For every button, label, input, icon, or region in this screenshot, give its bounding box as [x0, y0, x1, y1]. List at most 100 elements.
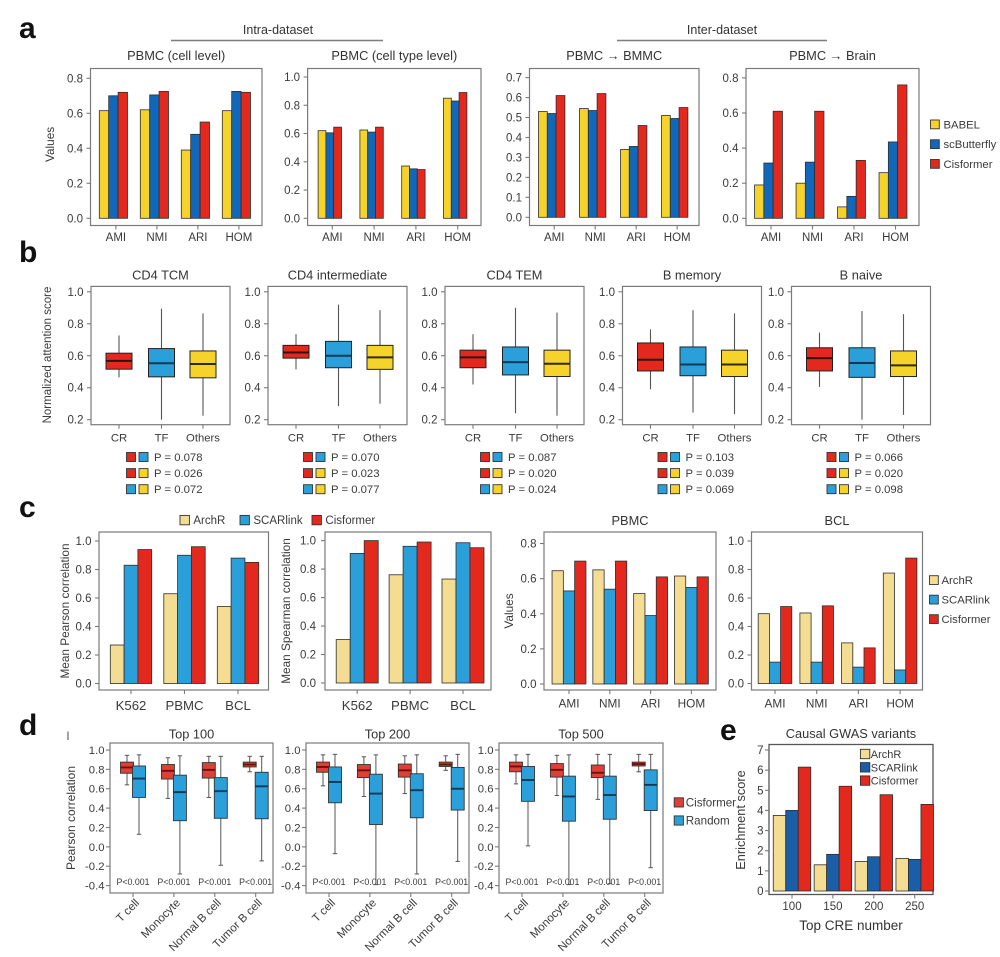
svg-text:AMI: AMI	[322, 232, 342, 244]
svg-text:-0.4: -0.4	[281, 881, 300, 893]
svg-text:CD4 intermediate: CD4 intermediate	[288, 268, 388, 283]
svg-text:0.0: 0.0	[723, 213, 739, 225]
svg-text:P<0.001: P<0.001	[587, 877, 620, 887]
svg-text:P = 0.072: P = 0.072	[154, 484, 202, 496]
svg-text:0.2: 0.2	[300, 650, 316, 662]
svg-text:P<0.001: P<0.001	[312, 877, 345, 887]
svg-text:1.0: 1.0	[285, 745, 301, 757]
svg-text:0.6: 0.6	[67, 108, 83, 120]
svg-text:Mean Pearson correlation: Mean Pearson correlation	[58, 543, 72, 678]
svg-text:Cisformer: Cisformer	[325, 515, 375, 527]
svg-text:-0.2: -0.2	[474, 861, 493, 873]
svg-text:0.6: 0.6	[768, 351, 784, 363]
svg-text:P<0.001: P<0.001	[353, 877, 386, 887]
svg-text:T cell: T cell	[503, 897, 531, 925]
svg-text:0.6: 0.6	[76, 593, 92, 605]
svg-text:0: 0	[757, 886, 763, 898]
svg-text:CD4 TEM: CD4 TEM	[487, 268, 543, 283]
svg-text:3: 3	[757, 826, 763, 838]
svg-text:PBMC: PBMC	[612, 513, 649, 528]
svg-text:P<0.001: P<0.001	[157, 877, 190, 887]
svg-text:0.4: 0.4	[506, 133, 523, 145]
svg-text:CR: CR	[642, 433, 658, 445]
svg-text:1.0: 1.0	[599, 287, 615, 299]
svg-text:NMI: NMI	[146, 232, 167, 244]
svg-text:0.8: 0.8	[285, 764, 301, 776]
svg-text:Random: Random	[686, 815, 730, 828]
svg-text:0.2: 0.2	[723, 178, 739, 190]
svg-text:-0.2: -0.2	[85, 861, 104, 873]
svg-text:CR: CR	[465, 433, 481, 445]
svg-text:0.6: 0.6	[521, 574, 537, 586]
svg-text:AMI: AMI	[544, 232, 564, 244]
svg-text:SCARlink: SCARlink	[942, 595, 991, 607]
svg-text:ARI: ARI	[188, 232, 207, 244]
svg-text:0.1: 0.1	[506, 192, 522, 204]
svg-text:P = 0.026: P = 0.026	[154, 468, 202, 480]
svg-text:1.0: 1.0	[768, 287, 784, 299]
svg-text:0.2: 0.2	[285, 823, 301, 835]
svg-text:2: 2	[757, 846, 763, 858]
svg-text:0.4: 0.4	[89, 803, 105, 815]
svg-text:P = 0.023: P = 0.023	[331, 468, 379, 480]
svg-text:P<0.001: P<0.001	[198, 877, 231, 887]
svg-text:PBMC (cell type level): PBMC (cell type level)	[331, 48, 457, 63]
svg-text:0.4: 0.4	[599, 383, 616, 395]
svg-text:a: a	[19, 12, 36, 45]
svg-text:100: 100	[782, 901, 801, 913]
svg-text:0.0: 0.0	[76, 679, 92, 691]
svg-text:TF: TF	[155, 433, 169, 445]
svg-text:0.4: 0.4	[521, 609, 538, 621]
svg-text:Others: Others	[718, 433, 752, 445]
svg-text:BABEL: BABEL	[944, 119, 980, 131]
svg-text:Others: Others	[186, 433, 220, 445]
svg-text:0.8: 0.8	[422, 319, 438, 331]
svg-text:K562: K562	[116, 698, 147, 713]
svg-text:B memory: B memory	[663, 268, 722, 283]
svg-text:NMI: NMI	[585, 232, 606, 244]
svg-text:PBMC (cell level): PBMC (cell level)	[127, 48, 225, 63]
svg-text:0.6: 0.6	[245, 351, 261, 363]
svg-text:0.8: 0.8	[76, 565, 92, 577]
svg-text:0.4: 0.4	[728, 622, 745, 634]
svg-text:P = 0.020: P = 0.020	[855, 468, 903, 480]
svg-text:BCL: BCL	[450, 698, 476, 713]
svg-text:4: 4	[757, 805, 764, 817]
svg-text:0.6: 0.6	[422, 351, 438, 363]
svg-text:1.0: 1.0	[728, 536, 744, 548]
svg-text:P = 0.066: P = 0.066	[855, 452, 903, 464]
svg-text:T cell: T cell	[114, 897, 142, 925]
svg-text:TF: TF	[686, 433, 700, 445]
svg-text:e: e	[720, 714, 737, 747]
svg-text:l: l	[67, 729, 70, 743]
svg-text:ArchR: ArchR	[942, 575, 973, 587]
svg-text:Others: Others	[887, 433, 921, 445]
svg-text:0.2: 0.2	[599, 415, 615, 427]
svg-text:SCARlink: SCARlink	[871, 762, 919, 774]
svg-text:0.5: 0.5	[506, 113, 522, 125]
svg-text:0.8: 0.8	[300, 564, 316, 576]
svg-text:ARI: ARI	[641, 697, 661, 711]
svg-text:-0.4: -0.4	[474, 881, 493, 893]
svg-text:0.0: 0.0	[478, 842, 494, 854]
svg-text:TF: TF	[332, 433, 346, 445]
svg-text:P<0.001: P<0.001	[435, 877, 468, 887]
svg-text:CR: CR	[111, 433, 127, 445]
svg-text:P<0.001: P<0.001	[239, 877, 272, 887]
svg-text:0.6: 0.6	[599, 351, 615, 363]
svg-text:P = 0.039: P = 0.039	[686, 468, 734, 480]
svg-text:TF: TF	[509, 433, 523, 445]
svg-text:AMI: AMI	[559, 697, 580, 711]
svg-text:T cell: T cell	[310, 897, 338, 925]
svg-text:0.7: 0.7	[506, 73, 522, 85]
svg-text:SCARlink: SCARlink	[253, 515, 302, 527]
svg-text:AMI: AMI	[765, 697, 786, 711]
svg-text:Inter-dataset: Inter-dataset	[687, 23, 758, 37]
svg-text:0.4: 0.4	[478, 803, 494, 815]
svg-text:K562: K562	[342, 698, 373, 713]
svg-text:Causal GWAS variants: Causal GWAS variants	[786, 726, 916, 741]
svg-text:200: 200	[864, 901, 883, 913]
svg-text:0.8: 0.8	[728, 565, 744, 577]
svg-text:HOM: HOM	[225, 232, 252, 244]
svg-text:0.0: 0.0	[67, 213, 83, 225]
